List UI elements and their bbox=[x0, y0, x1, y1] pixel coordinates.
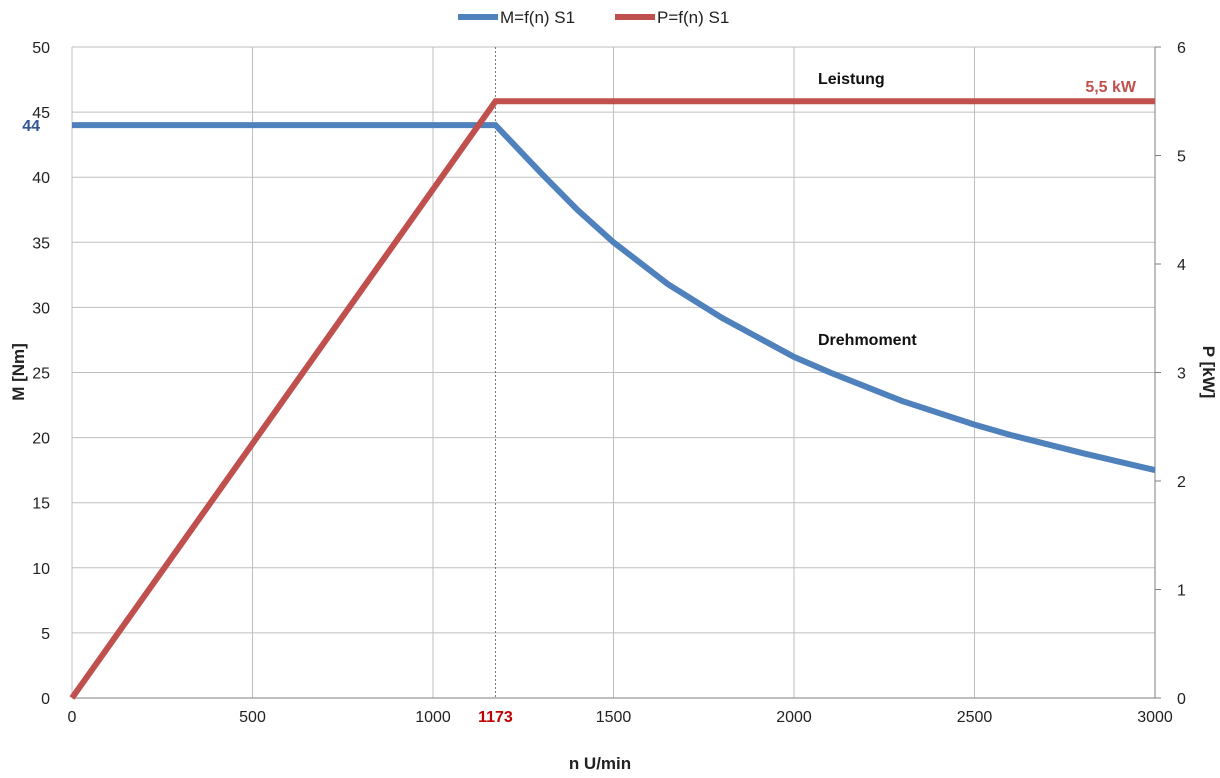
series-line-power bbox=[69, 98, 1155, 700]
y-right-tick-label: 3 bbox=[1177, 366, 1186, 383]
y-left-tick-label: 30 bbox=[32, 300, 50, 317]
y-left-tick-label: 15 bbox=[32, 496, 50, 513]
torque-curve-label: Drehmoment bbox=[818, 332, 917, 349]
power-curve-label: Leistung bbox=[818, 71, 885, 88]
marker-y-label: 44 bbox=[22, 118, 40, 135]
y-right-tick-label: 6 bbox=[1177, 40, 1186, 57]
legend-label-power: P=f(n) S1 bbox=[657, 8, 729, 27]
x-tick-label: 500 bbox=[239, 709, 266, 726]
y-right-tick-label: 2 bbox=[1177, 474, 1186, 491]
grid bbox=[71, 46, 1156, 699]
x-tick-label: 2500 bbox=[957, 709, 993, 726]
legend-label-torque: M=f(n) S1 bbox=[500, 8, 575, 27]
y-right-tick-label: 5 bbox=[1177, 149, 1186, 166]
y-left-tick-label: 50 bbox=[32, 40, 50, 57]
y-left-tick-label: 40 bbox=[32, 170, 50, 187]
x-tick-label: 0 bbox=[68, 709, 77, 726]
y-right-tick-label: 4 bbox=[1177, 257, 1186, 274]
y-left-tick-label: 45 bbox=[32, 105, 50, 122]
y-left-axis-title: M [Nm] bbox=[9, 343, 28, 401]
y-left-tick-label: 25 bbox=[32, 366, 50, 383]
y-left-tick-label: 35 bbox=[32, 235, 50, 252]
x-axis-title: n U/min bbox=[569, 754, 631, 773]
ticks-group: 0 500 1000 1500 2000 2500 30000510152025303540… bbox=[32, 40, 1186, 726]
marker-x-label: 1173 bbox=[478, 709, 513, 726]
x-tick-label: 1000 bbox=[415, 709, 451, 726]
legend: M=f(n) S1 P=f(n) S1 bbox=[458, 8, 729, 27]
y-left-tick-label: 10 bbox=[32, 561, 50, 578]
y-left-tick-label: 0 bbox=[41, 691, 50, 708]
x-tick-label: 3000 bbox=[1137, 709, 1173, 726]
y-left-tick-label: 20 bbox=[32, 431, 50, 448]
series-group bbox=[69, 98, 1156, 700]
y-right-tick-label: 1 bbox=[1177, 583, 1186, 600]
series-line-torque bbox=[72, 122, 1156, 474]
x-tick-label: 2000 bbox=[776, 709, 812, 726]
y-left-tick-label: 5 bbox=[41, 626, 50, 643]
x-tick-label: 1500 bbox=[596, 709, 632, 726]
y-right-axis-title: P [kW] bbox=[1199, 346, 1218, 399]
power-value-label: 5,5 kW bbox=[1085, 79, 1137, 96]
y-right-tick-label: 0 bbox=[1177, 691, 1186, 708]
